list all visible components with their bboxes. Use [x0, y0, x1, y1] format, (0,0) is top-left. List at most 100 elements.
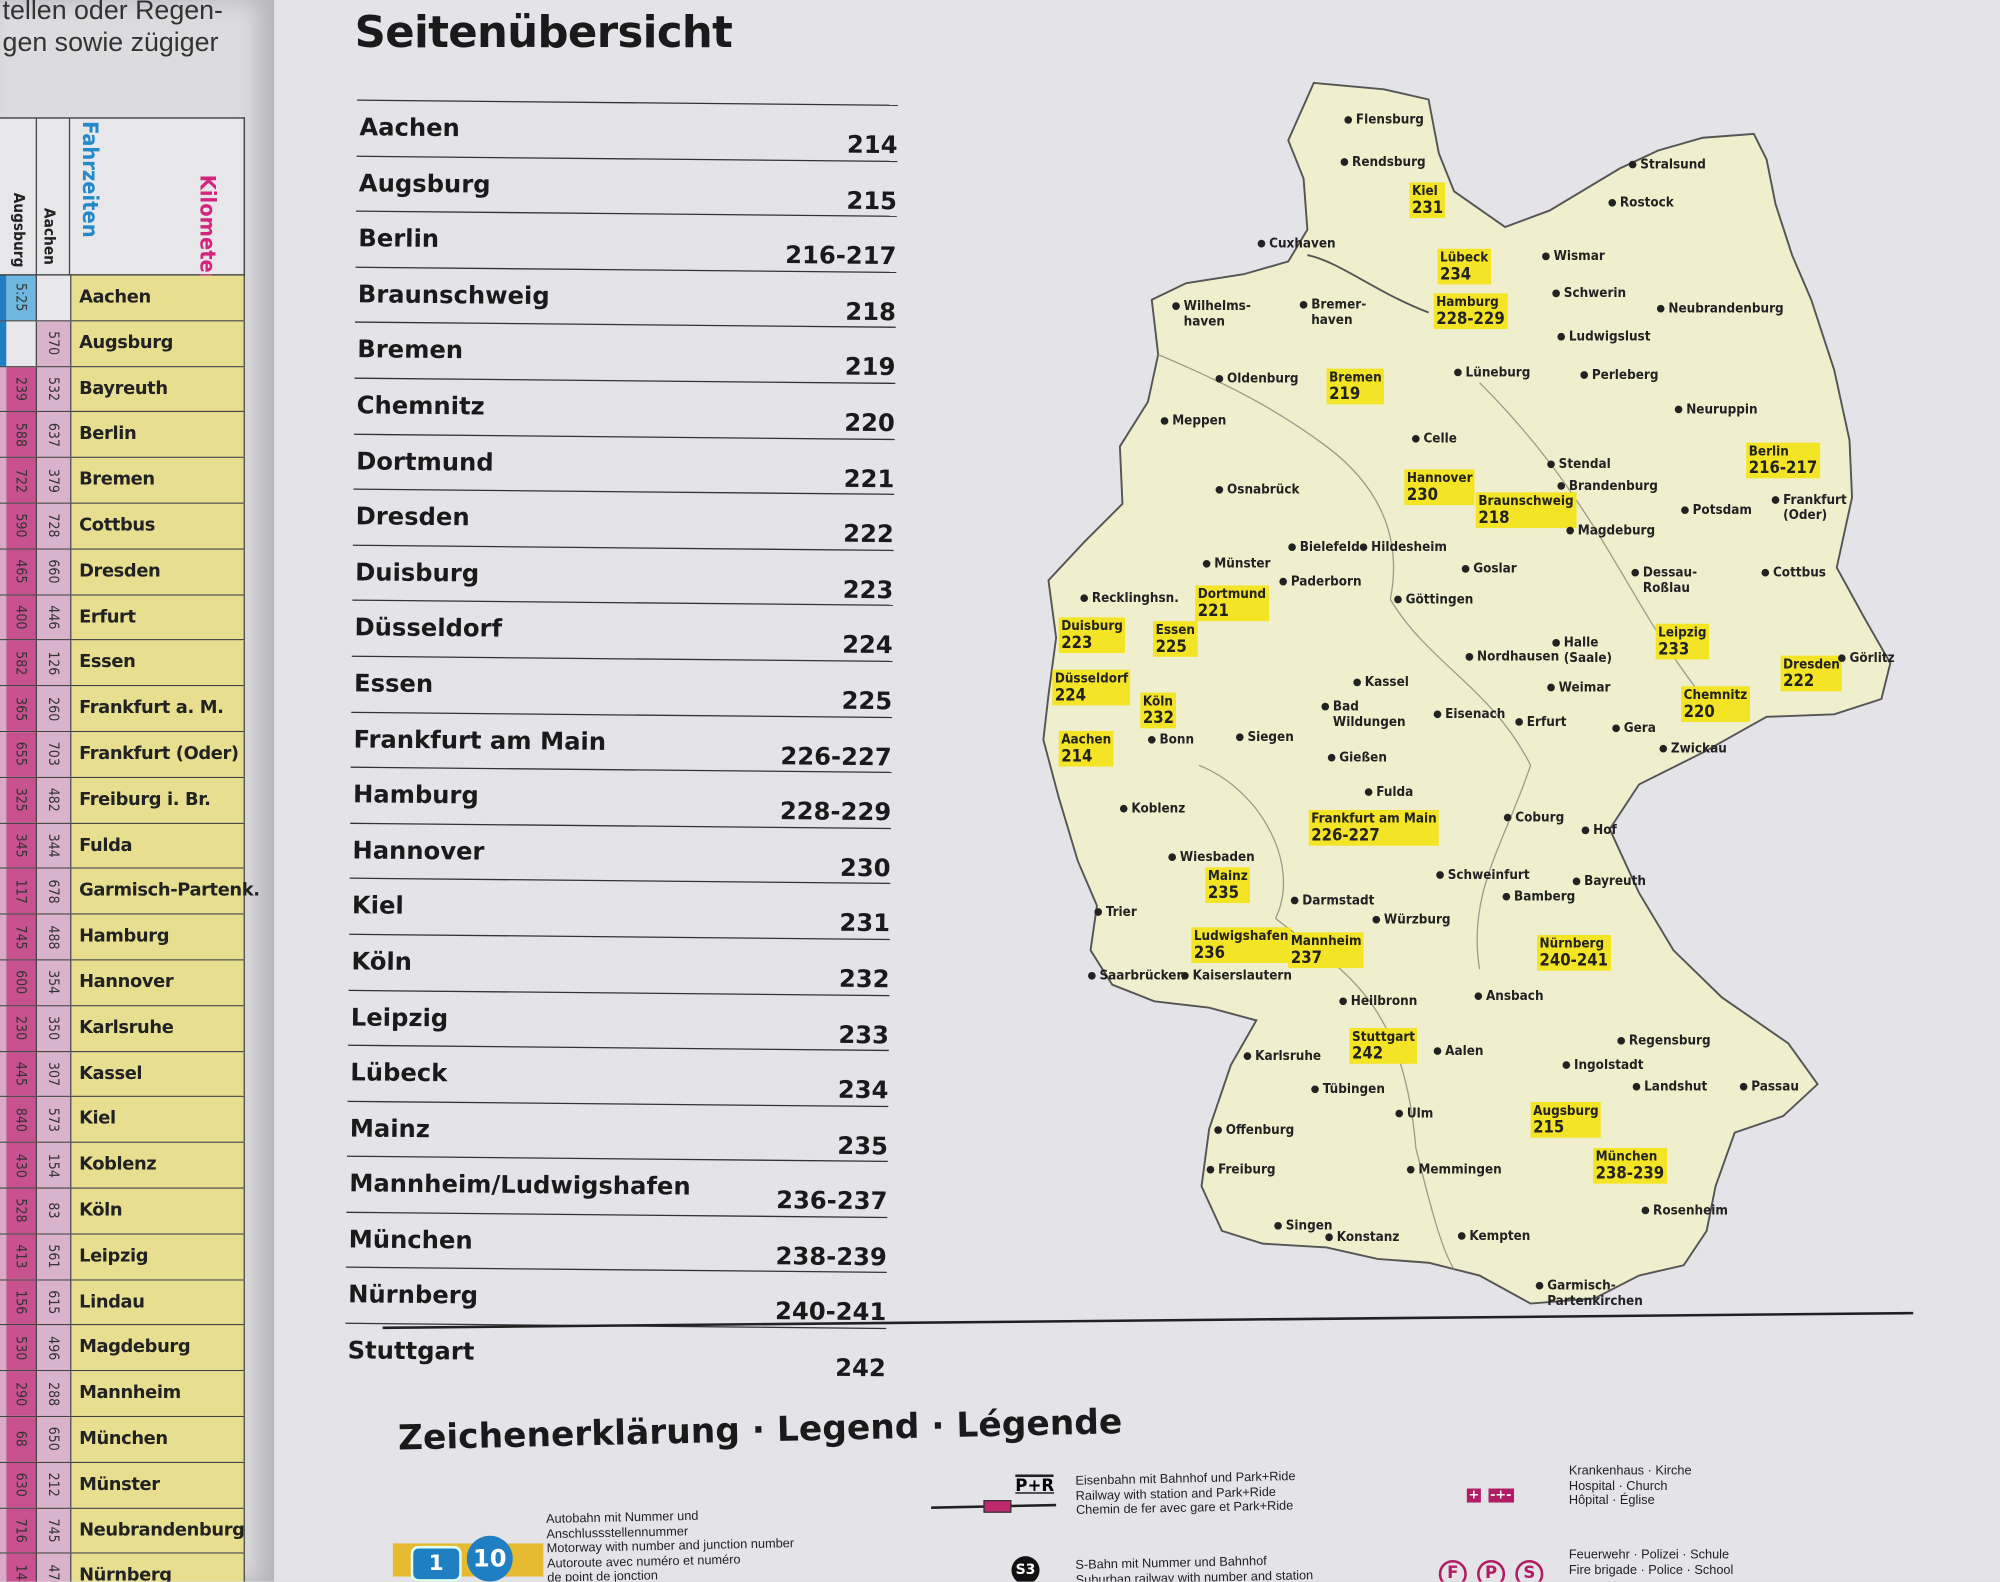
city-label: Kaiserslautern — [1192, 968, 1292, 984]
featured-city-label[interactable]: Berlin 216-217 — [1746, 442, 1820, 479]
cell-value: 148 — [12, 1564, 30, 1582]
city-label: Singen — [1285, 1218, 1333, 1234]
city-name: Hannover — [1406, 470, 1473, 486]
augsburg-value-cell: 117 — [6, 869, 37, 914]
table-row: 5:25 Aachen — [0, 275, 245, 322]
featured-city-label[interactable]: Dresden 222 — [1780, 655, 1843, 692]
city-label: Gera — [1623, 720, 1656, 736]
cell-value: 290 — [12, 1381, 30, 1406]
city-page: 215 — [1533, 1118, 1565, 1138]
city-label: Potsdam — [1692, 502, 1752, 518]
column-header-augsburg: Augsburg — [10, 192, 29, 268]
aachen-value-cell: 154 — [36, 1143, 72, 1188]
cell-value: 678 — [45, 879, 62, 904]
featured-city-label[interactable]: Braunschweig 218 — [1475, 492, 1577, 529]
featured-city-label[interactable]: Duisburg 223 — [1058, 617, 1126, 654]
featured-city-label[interactable]: Köln 232 — [1140, 692, 1177, 729]
cut-off-column — [0, 1143, 7, 1188]
featured-city-label[interactable]: Hannover 230 — [1404, 469, 1476, 506]
city-label: Kempten — [1469, 1228, 1531, 1244]
city-dot — [1340, 158, 1349, 166]
city-dot — [1433, 710, 1442, 719]
city-dot — [1325, 1233, 1333, 1242]
city-dot — [1353, 678, 1361, 687]
germany-outline — [1042, 81, 1892, 1305]
city-label: Regensburg — [1628, 1033, 1711, 1049]
cell-value: 561 — [45, 1244, 62, 1269]
augsburg-value-cell: 325 — [6, 777, 37, 823]
text-line: gen sowie zügiger — [2, 28, 219, 58]
cell-value: 615 — [45, 1290, 62, 1315]
city-label: Rosenheim — [1653, 1202, 1728, 1219]
cut-off-column — [0, 1097, 7, 1142]
cut-off-column — [0, 366, 7, 412]
city-label: Fulda — [1376, 784, 1414, 800]
aachen-value-cell: 532 — [36, 366, 72, 412]
city-name: Stuttgart — [1352, 1029, 1416, 1045]
featured-city-label[interactable]: Essen 225 — [1153, 621, 1198, 657]
city-dot — [1674, 405, 1683, 414]
city-label: Koblenz — [1131, 801, 1186, 817]
city-page: 224 — [1054, 686, 1086, 706]
city-dot — [1457, 1232, 1466, 1240]
featured-city-label[interactable]: Augsburg 215 — [1530, 1102, 1602, 1138]
featured-city-label[interactable]: Dortmund 221 — [1195, 585, 1269, 622]
featured-city-label[interactable]: Ludwigshafen 236 — [1191, 927, 1292, 964]
city-dot — [1562, 1061, 1571, 1069]
cut-off-column — [0, 1416, 7, 1462]
table-row: 156 615 Lindau — [0, 1280, 245, 1326]
cut-off-column — [0, 1325, 7, 1371]
city-page: 234 — [1440, 265, 1472, 285]
column-header-aachen: Aachen — [40, 207, 59, 265]
cell-value: 465 — [12, 559, 30, 584]
featured-city-label[interactable]: Düsseldorf 224 — [1052, 669, 1131, 706]
row-city: Koblenz — [71, 1143, 245, 1188]
city-dot — [1761, 568, 1770, 577]
featured-city-label[interactable]: Kiel 231 — [1409, 182, 1446, 219]
row-city: Leipzig — [71, 1234, 245, 1279]
city-dot — [1321, 702, 1330, 711]
city-label: Hof — [1593, 822, 1617, 839]
featured-city-label[interactable]: Mainz 235 — [1205, 867, 1251, 904]
augsburg-value-cell: 582 — [6, 640, 37, 686]
city-page: 240-241 — [1539, 951, 1609, 971]
city-name: Hamburg — [1436, 294, 1499, 310]
city-dot — [1542, 252, 1550, 261]
city-dot — [1552, 289, 1560, 298]
city-dot — [1327, 753, 1336, 762]
cell-value: 354 — [45, 970, 62, 995]
city-label: Stendal — [1558, 456, 1611, 472]
cell-value: 154 — [45, 1153, 62, 1178]
featured-city-label[interactable]: Leipzig 233 — [1655, 623, 1710, 660]
featured-city-label[interactable]: Aachen 214 — [1058, 730, 1114, 767]
cell-value: 582 — [12, 650, 30, 676]
augsburg-value-cell: 630 — [6, 1462, 37, 1508]
cell-value: 260 — [45, 696, 62, 721]
city-dot — [1465, 653, 1474, 661]
city-dot — [1206, 1165, 1215, 1174]
city-dot — [1436, 871, 1444, 879]
city-dot — [1771, 496, 1780, 504]
city-dot — [1119, 804, 1128, 813]
featured-city-label[interactable]: München 238-239 — [1593, 1147, 1667, 1184]
featured-city-label[interactable]: Mannheim 237 — [1288, 932, 1365, 969]
city-label: Ulm — [1406, 1105, 1434, 1122]
city-label: Würzburg — [1383, 911, 1451, 928]
featured-city-label[interactable]: Stuttgart 242 — [1349, 1028, 1418, 1064]
cell-value: 840 — [12, 1107, 30, 1132]
featured-city-label[interactable]: Lübeck 234 — [1437, 248, 1491, 285]
featured-city-label[interactable]: Chemnitz 220 — [1681, 686, 1750, 722]
city-label: Ludwigslust — [1568, 329, 1651, 345]
featured-city-label[interactable]: Hamburg 228-229 — [1433, 293, 1508, 330]
featured-city-label[interactable]: Bremen 219 — [1326, 368, 1385, 405]
augsburg-value-cell: 156 — [6, 1280, 37, 1325]
featured-city-label[interactable]: Frankfurt am Main 226-227 — [1308, 809, 1440, 846]
featured-city-label[interactable]: Nürnberg 240-241 — [1536, 934, 1611, 971]
city-dot — [1299, 301, 1308, 309]
city-label: Meppen — [1172, 413, 1227, 429]
header-fahrzeiten: Fahrzeiten — [76, 121, 103, 238]
cell-value: 307 — [45, 1061, 62, 1086]
city-dot — [1257, 239, 1266, 248]
cell-value: 745 — [45, 1518, 62, 1543]
augsburg-value-cell: 365 — [6, 686, 37, 731]
